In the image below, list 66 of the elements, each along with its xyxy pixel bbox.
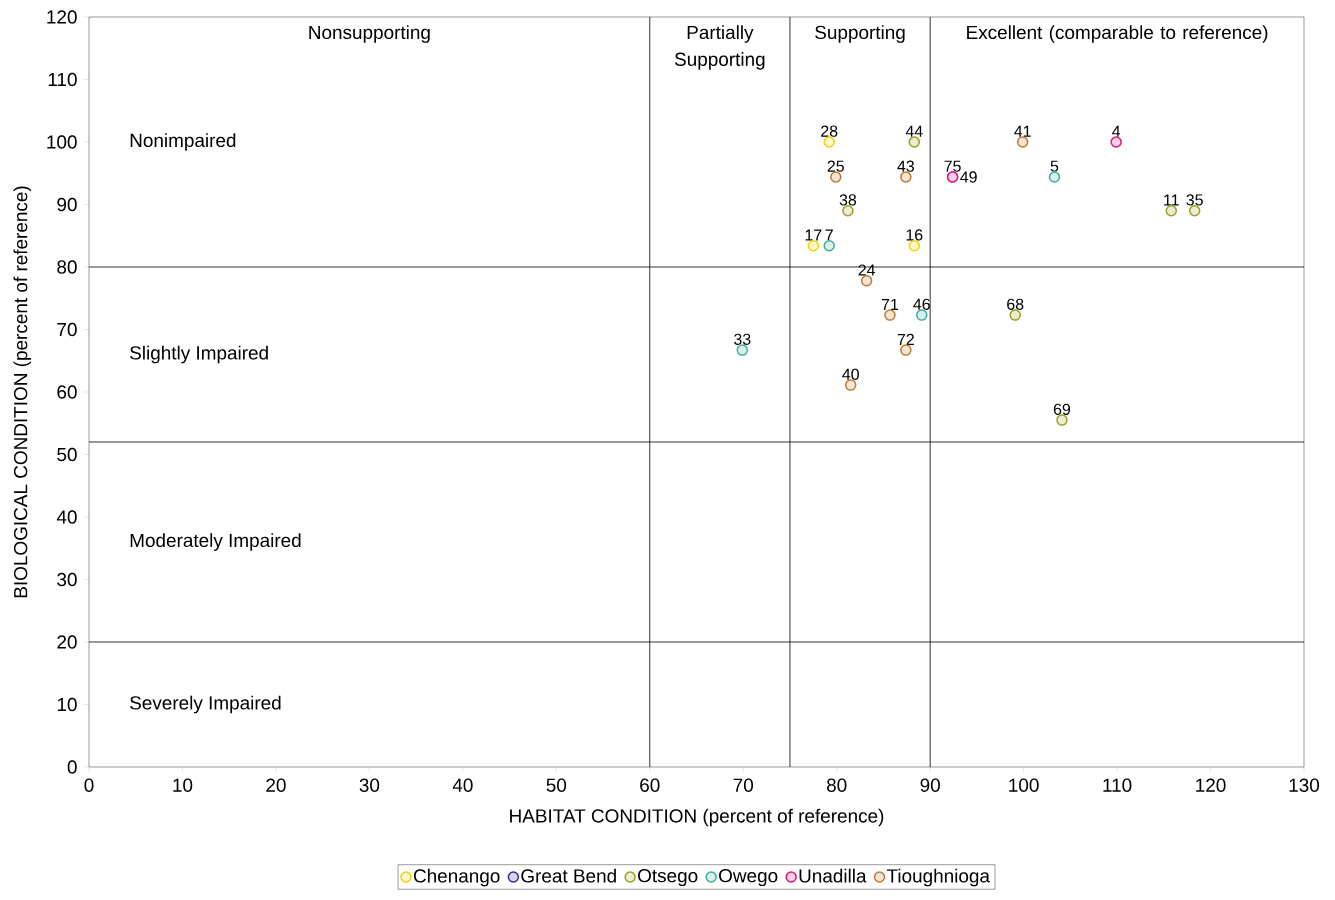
y-tick-label: 40	[56, 510, 77, 524]
x-tick-label: 90	[920, 778, 940, 792]
annotation: 46	[913, 298, 930, 310]
legend-label: Tioughnioga	[886, 868, 990, 887]
x-tick-label: 100	[1009, 778, 1039, 792]
y-tick-label: 80	[57, 260, 77, 274]
annotation: Nonimpaired	[130, 133, 236, 151]
y-tick-label: 110	[48, 72, 77, 87]
x-tick-label: 60	[640, 778, 660, 792]
y-tick-label: 10	[57, 697, 77, 712]
annotation: 28	[821, 125, 838, 137]
legend-label: Otsego	[638, 868, 698, 887]
annotation: 33	[734, 333, 751, 345]
annotation: 72	[897, 333, 914, 345]
annotation: Moderately Impaired	[130, 533, 301, 551]
y-tick-label: 50	[57, 447, 77, 462]
legend-label: Great Bend	[521, 868, 616, 883]
annotation: Excellent (comparable to reference)	[967, 25, 1268, 43]
y-axis-title: BIOLOGICAL CONDITION (percent of reference)	[13, 186, 32, 598]
annotation: 38	[839, 194, 857, 206]
y-tick-label: 70	[57, 322, 77, 337]
annotation: 16	[906, 229, 923, 241]
annotation: 69	[1053, 403, 1071, 415]
annotation: 25	[827, 160, 844, 172]
annotation: Supporting	[815, 25, 905, 43]
annotation: 40	[842, 368, 859, 380]
y-tick-label: 100	[47, 135, 77, 149]
annotation: 11	[1164, 194, 1179, 206]
y-tick-label: 60	[57, 385, 77, 399]
y-tick-label: 90	[57, 197, 77, 212]
y-tick-label: 0	[67, 760, 77, 774]
x-tick-label: 40	[452, 778, 473, 792]
x-tick-label: 120	[1196, 778, 1226, 792]
annotation: 49	[960, 171, 977, 183]
annotation: 41	[1014, 125, 1031, 137]
x-tick-label: 130	[1289, 778, 1320, 792]
x-tick-label: 10	[173, 778, 193, 792]
annotation: 35	[1186, 194, 1203, 206]
annotation: 4	[1112, 125, 1121, 137]
y-tick-label: 20	[57, 635, 77, 649]
annotation: 24	[858, 264, 875, 276]
annotation: Nonsupporting	[309, 25, 430, 43]
x-tick-label: 20	[266, 778, 286, 792]
annotation: Severely Impaired	[130, 695, 281, 714]
legend-label: Chenango	[413, 868, 500, 887]
annotation: 5	[1050, 160, 1059, 172]
annotation: 68	[1007, 298, 1024, 310]
legend-label: Owego	[719, 868, 778, 887]
legend-label: Unadilla	[799, 868, 867, 883]
x-tick-label: 0	[84, 778, 94, 792]
y-tick-label: 120	[47, 10, 77, 24]
annotation: 71	[881, 298, 899, 310]
annotation: 17	[805, 229, 822, 241]
x-tick-label: 70	[733, 778, 754, 792]
annotation: 44	[905, 125, 923, 137]
x-tick-label: 30	[359, 778, 380, 792]
x-tick-label: 110	[1103, 778, 1132, 792]
x-tick-label: 50	[546, 778, 567, 792]
annotation: 75	[944, 160, 961, 172]
annotation: Partially Supporting	[674, 25, 765, 70]
y-tick-label: 30	[57, 572, 77, 587]
x-tick-label: 80	[826, 778, 847, 792]
x-axis-title: HABITAT CONDITION (percent of reference)	[510, 808, 884, 827]
annotation: 43	[897, 160, 915, 172]
annotation: Slightly Impaired	[130, 345, 268, 364]
annotation: 7	[825, 229, 833, 241]
